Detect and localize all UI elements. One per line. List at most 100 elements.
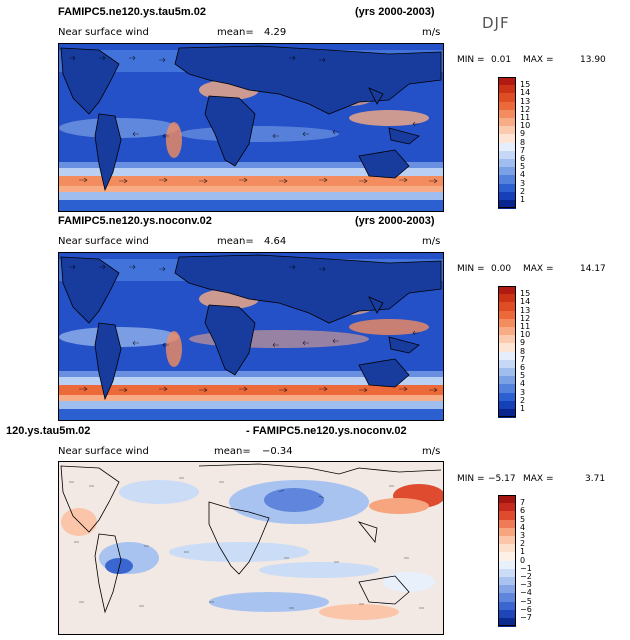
colorbar-segment [498,376,516,385]
colorbar-segment [498,109,516,119]
colorbar-frame [498,495,516,627]
colorbar-tick-label: 6 [520,506,526,516]
colorbar-tick-label: 7 [520,145,526,155]
panel-2-max-label: MAX = [523,264,554,274]
colorbar-tick-label: −4 [520,588,532,598]
colorbar-tick-label: 2 [520,539,526,549]
colorbar-segment [498,400,516,410]
panel-1-years: (yrs 2000-2003) [355,6,435,18]
colorbar-segment [498,327,516,336]
colorbar-segment [498,126,516,135]
panel-2-min-label: MIN = [457,264,485,274]
colorbar-segment [498,536,516,545]
colorbar-frame [498,77,516,209]
colorbar-tick-label: 4 [520,522,526,532]
colorbar-segment [498,118,516,127]
colorbar-segment [498,286,516,295]
colorbar-tick-label: 13 [520,305,531,315]
colorbar-segment [498,302,516,312]
colorbar-segment [498,527,516,537]
colorbar-segment [498,384,516,394]
colorbar-segment [498,601,516,611]
panel-2-mean-value: 4.64 [264,236,287,247]
colorbar-segment [498,142,516,152]
colorbar-segment [498,560,516,570]
colorbar-segment [498,495,516,504]
colorbar-segment [498,359,516,369]
colorbar-tick-label: 9 [520,129,526,139]
panel-3-min-label: MIN = [457,474,485,484]
panel-2-years: (yrs 2000-2003) [355,215,435,227]
panel-1-max-value: 13.90 [580,55,606,65]
colorbar-segment [498,200,516,209]
colorbar-tick-label: 4 [520,379,526,389]
colorbar-frame [498,286,516,418]
colorbar-tick-label: 3 [520,387,526,397]
colorbar-segment [498,368,516,377]
colorbar-tick-label: 7 [520,354,526,364]
colorbar-tick-label: −3 [520,580,532,590]
colorbar-tick-label: 0 [520,555,526,565]
colorbar-segment [498,175,516,185]
panel-1-max-label: MAX = [523,55,554,65]
colorbar-tick-label: 11 [520,322,531,331]
colorbar-tick-label: 4 [520,170,526,180]
colorbar-tick-label: −6 [520,604,532,614]
colorbar-segment [498,577,516,586]
panel-3-max-label: MAX = [523,474,554,484]
panel-3-max-value: 3.71 [585,474,606,484]
colorbar-segment [498,593,516,603]
colorbar-segment [498,85,516,94]
colorbar-segment [498,318,516,328]
colorbar-tick-label: 8 [520,346,526,356]
colorbar-tick-label: 14 [520,88,531,98]
colorbar-segment [498,294,516,303]
panel-2-max-value: 14.17 [580,264,606,274]
colorbar-segment [498,343,516,353]
panel-2-title: FAMIPC5.ne120.ys.noconv.02 [58,215,212,227]
colorbar-tick-label: 9 [520,338,526,348]
colorbar-segment [498,544,516,553]
colorbar-segment [498,159,516,168]
panel-1-min-label: MIN = [457,55,485,65]
panel-3-map [58,461,444,635]
colorbar-segment [498,134,516,144]
colorbar-tick-label: −2 [520,572,532,581]
colorbar-tick-label: 1 [520,195,526,204]
panel-3-minus-title: - FAMIPC5.ne120.ys.noconv.02 [246,425,407,437]
colorbar-tick-label: −5 [520,596,532,606]
colorbar-segment [498,552,516,562]
colorbar-tick-label: 15 [520,80,531,90]
colorbar-tick-label: 2 [520,186,526,196]
colorbar-tick-label: 10 [520,330,531,340]
panel-3-units: m/s [422,446,441,457]
colorbar-tick-label: 13 [520,96,531,106]
panel-3-title: 120.ys.tau5m.02 [6,425,91,437]
panel-2-map [58,252,444,421]
colorbar-tick-label: 5 [520,162,526,172]
colorbar-tick-label: 6 [520,154,526,163]
colorbar-tick-label: −1 [520,563,532,573]
panel-1-map [58,43,444,212]
panel-2-field: Near surface wind [58,236,149,247]
panel-1-mean-value: 4.29 [264,27,287,38]
panel-3-mean-value: −0.34 [262,446,293,457]
colorbar-segment [498,392,516,402]
colorbar-tick-label: 8 [520,137,526,147]
colorbar-segment [498,93,516,103]
panel-2-map-svg [59,253,443,420]
panel-2-min-value: 0.00 [491,264,512,274]
colorbar-segment [498,409,516,418]
panel-1-field: Near surface wind [58,27,149,38]
colorbar-segment [498,77,516,86]
panel-1-units: m/s [422,27,441,38]
colorbar-tick-label: 7 [520,498,526,508]
colorbar-segment [498,101,516,111]
colorbar-segment [498,167,516,176]
colorbar-segment [498,503,516,512]
panel-1-title: FAMIPC5.ne120.ys.tau5m.02 [58,6,206,18]
colorbar-segment [498,519,516,529]
colorbar-segment [498,335,516,344]
colorbar-segment [498,191,516,201]
colorbar-segment [498,310,516,320]
